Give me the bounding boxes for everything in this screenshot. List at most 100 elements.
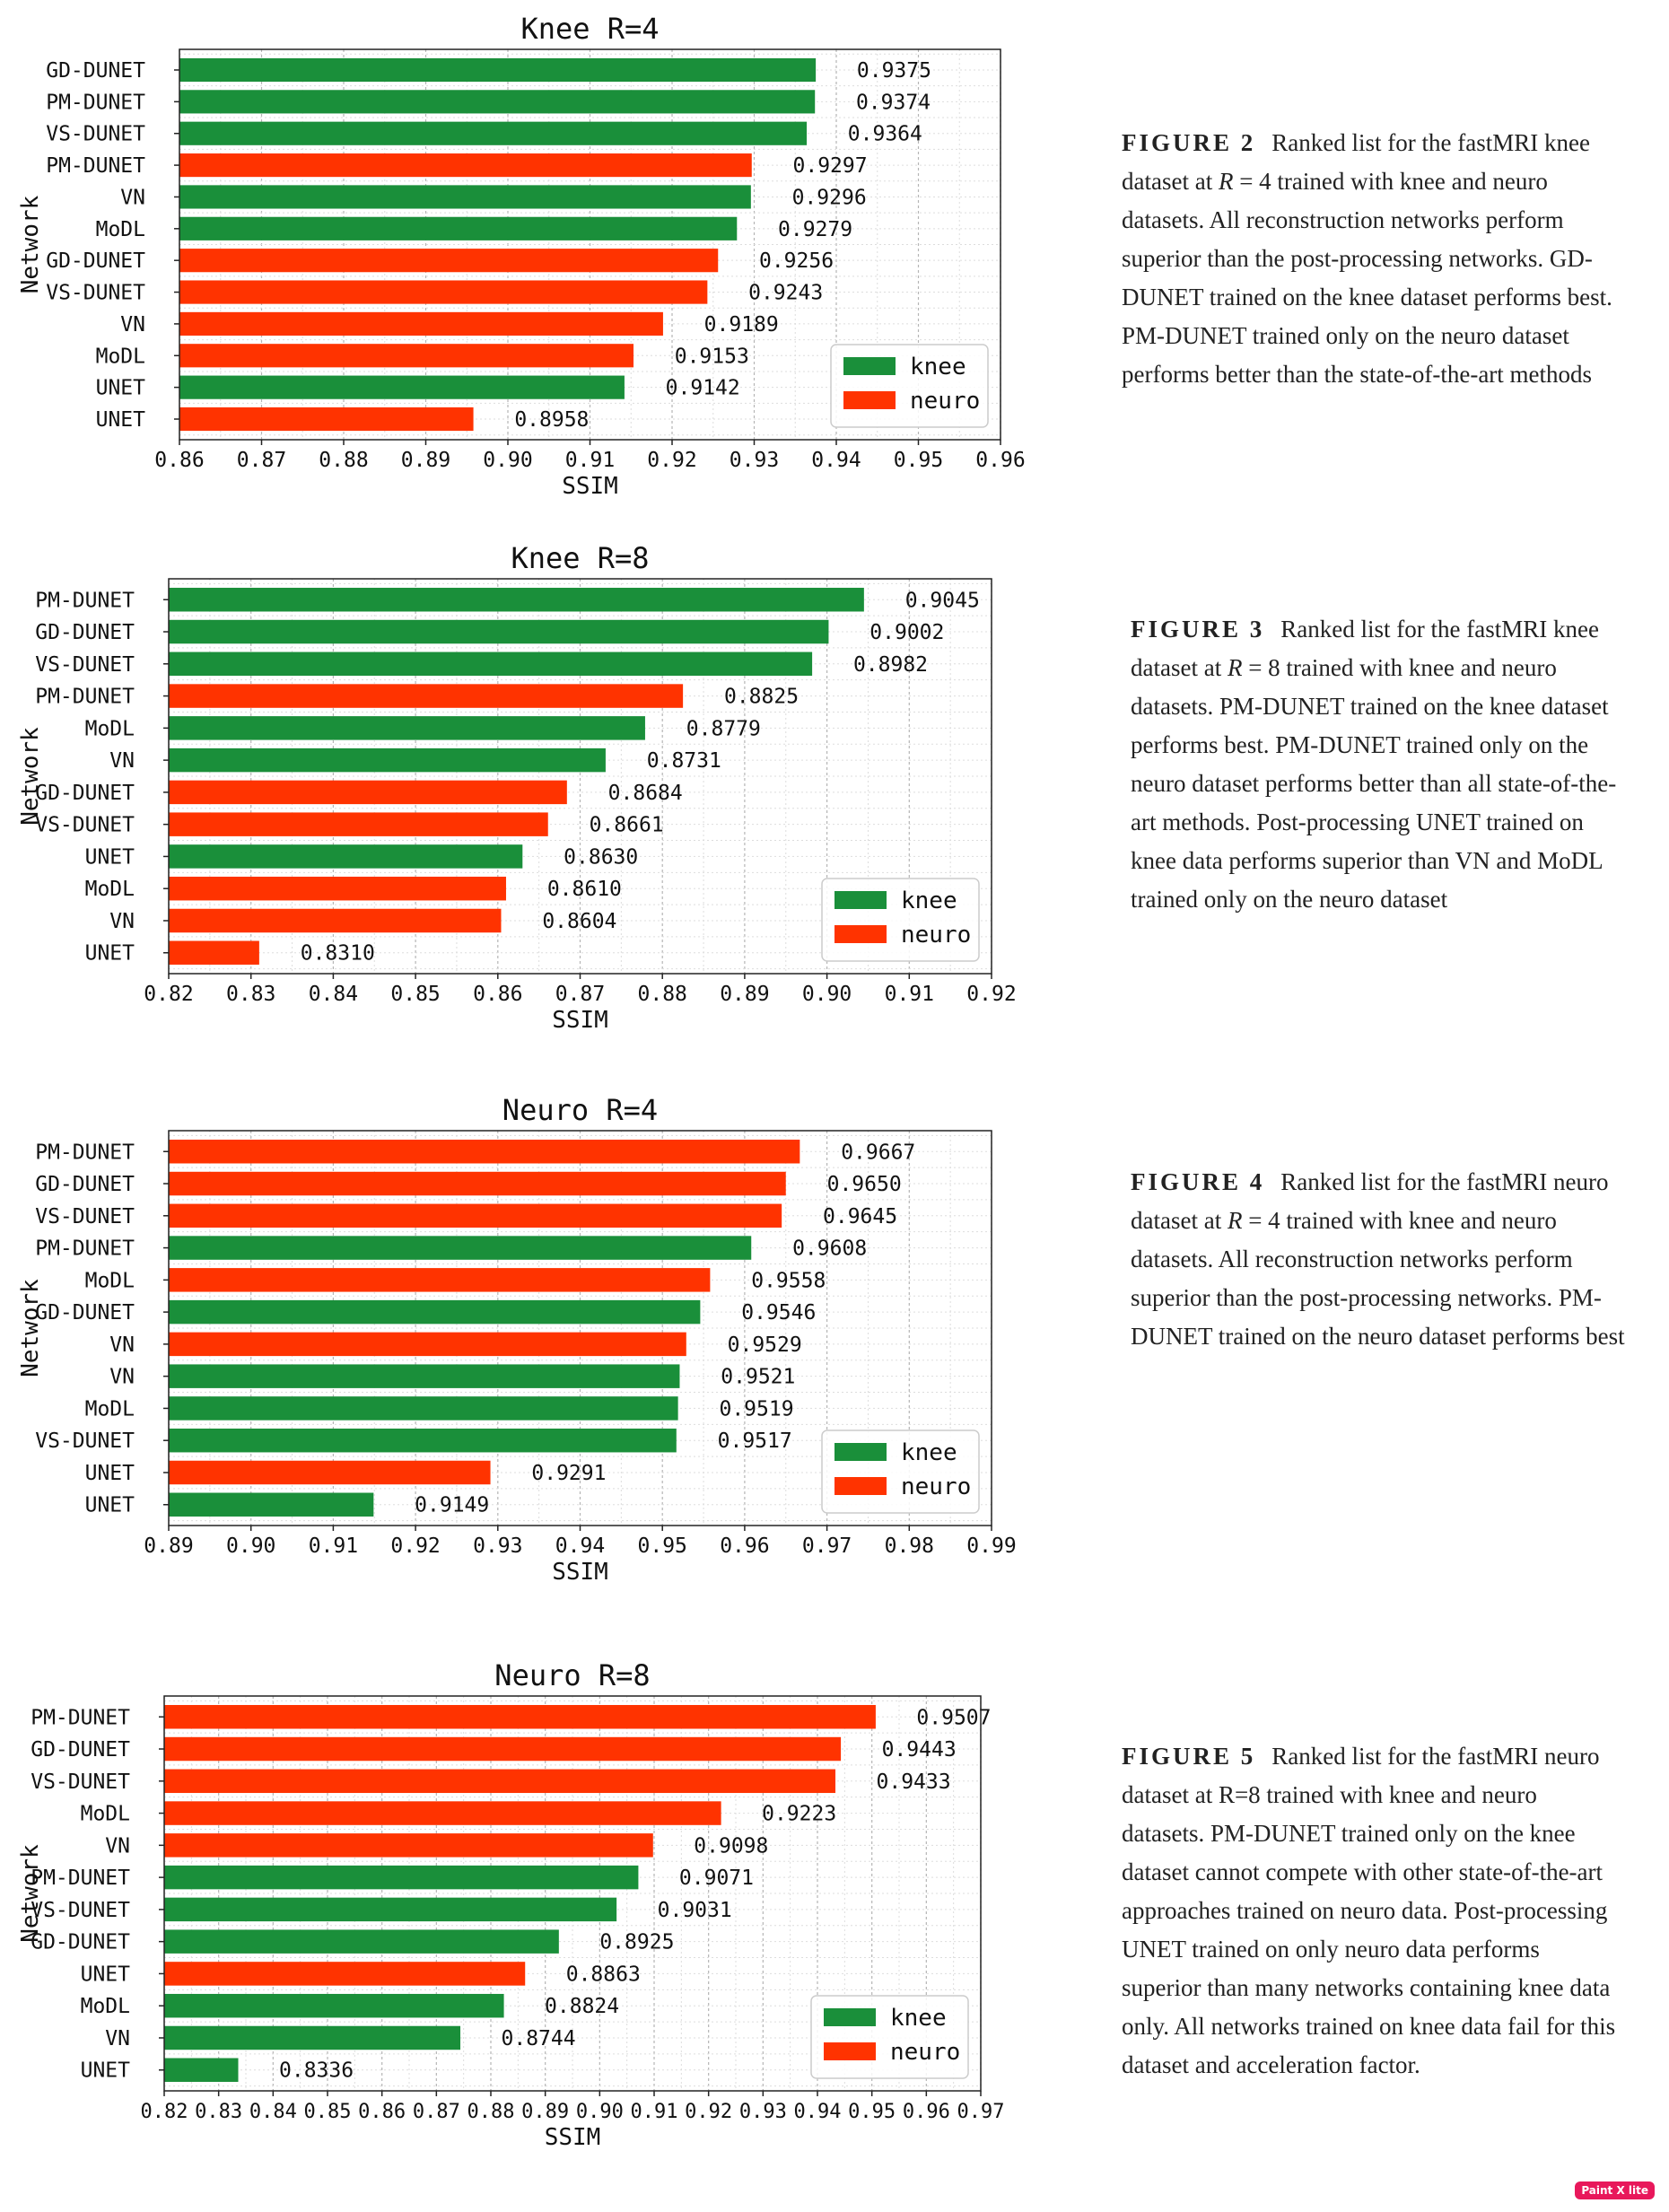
- tick-label-y: VN: [109, 1366, 135, 1389]
- legend-swatch-knee: [843, 357, 896, 375]
- y-axis-label: Network: [17, 1279, 44, 1377]
- tick-label-x: 0.95: [638, 1534, 687, 1558]
- bar-knee: [164, 1993, 504, 2018]
- tick-label-y: PM-DUNET: [35, 1141, 135, 1164]
- tick-label-x: 0.84: [249, 2101, 297, 2123]
- bar-knee: [164, 1865, 639, 1890]
- bar-neuro: [179, 249, 719, 273]
- data-label: 0.9443: [882, 1738, 957, 1762]
- tick-label-x: 0.83: [226, 983, 275, 1006]
- tick-label-x: 0.86: [154, 449, 204, 472]
- tick-label-y: PM-DUNET: [46, 154, 145, 178]
- tick-label-y: GD-DUNET: [31, 1931, 130, 1954]
- caption-label: FIGURE 2: [1122, 129, 1256, 156]
- tick-label-y: UNET: [85, 1462, 135, 1485]
- data-label: 0.8604: [542, 910, 616, 933]
- bar-neuro: [179, 344, 634, 368]
- tick-label-x: 0.88: [319, 449, 368, 472]
- plot-frame: [163, 1695, 982, 2092]
- chart-title: Knee R=8: [511, 541, 649, 575]
- tick-label-x: 0.94: [555, 1534, 605, 1558]
- tick-label-x: 0.93: [739, 2101, 787, 2123]
- data-label: 0.8336: [279, 2059, 354, 2083]
- tick-label-x: 0.92: [390, 1534, 440, 1558]
- data-label: 0.9650: [827, 1173, 902, 1196]
- tick-label-x: 0.82: [141, 2101, 188, 2123]
- bar-neuro: [164, 1962, 526, 1986]
- data-label: 0.9189: [704, 313, 779, 337]
- tick-label-x: 0.87: [555, 983, 605, 1006]
- bar-knee: [179, 90, 816, 114]
- data-label: 0.9243: [748, 282, 823, 305]
- bar-neuro: [169, 1203, 782, 1228]
- data-label: 0.9608: [792, 1237, 867, 1261]
- tick-label-y: MoDL: [81, 1995, 130, 2018]
- caption-var: R: [1227, 1207, 1243, 1234]
- legend-swatch-knee: [834, 1443, 887, 1461]
- tick-label-x: 0.82: [144, 983, 193, 1006]
- tick-label-x: 0.96: [903, 2101, 950, 2123]
- tick-label-x: 0.98: [885, 1534, 934, 1558]
- tick-label-y: VN: [105, 1834, 130, 1858]
- legend-swatch-knee: [824, 2008, 876, 2026]
- bar-neuro: [169, 684, 684, 708]
- caption-var: R: [1218, 168, 1234, 195]
- bar-knee: [169, 1236, 752, 1260]
- tick-label-x: 0.87: [413, 2101, 460, 2123]
- data-label: 0.9153: [675, 345, 749, 368]
- bar-knee: [169, 1428, 677, 1453]
- tick-label-x: 0.89: [401, 449, 450, 472]
- x-axis-label: SSIM: [552, 1559, 608, 1586]
- tick-label-y: PM-DUNET: [35, 686, 135, 709]
- tick-label-x: 0.88: [638, 983, 687, 1006]
- data-label: 0.8925: [599, 1931, 674, 1954]
- data-label: 0.9374: [856, 91, 931, 114]
- tick-label-x: 0.91: [565, 449, 615, 472]
- data-label: 0.8310: [301, 942, 375, 966]
- tick-label-x: 0.97: [957, 2101, 1005, 2123]
- bar-neuro: [164, 1769, 836, 1794]
- legend-swatch-neuro: [834, 925, 887, 943]
- caption-text-a: Ranked list for the fastMRI neuro datase…: [1131, 1168, 1609, 1234]
- tick-label-y: VN: [109, 749, 135, 773]
- bar-knee: [169, 1396, 678, 1421]
- tick-label-x: 0.94: [794, 2101, 842, 2123]
- tick-label-y: VS-DUNET: [46, 282, 145, 305]
- bar-neuro: [169, 1268, 711, 1292]
- legend-swatch-neuro: [843, 391, 896, 409]
- data-label: 0.8610: [547, 878, 622, 901]
- y-axis-label: Network: [17, 1844, 44, 1943]
- bar-neuro: [164, 1705, 876, 1729]
- tick-label-y: MoDL: [96, 345, 145, 368]
- bar-neuro: [169, 940, 259, 965]
- tick-label-x: 0.91: [885, 983, 934, 1006]
- caption-text-a: Ranked list for the fastMRI neuro datase…: [1122, 1743, 1616, 2078]
- data-label: 0.9149: [415, 1494, 489, 1517]
- legend-label: knee: [901, 1439, 957, 1466]
- bar-knee: [169, 716, 645, 740]
- tick-label-y: MoDL: [85, 878, 135, 901]
- data-label: 0.8863: [566, 1963, 641, 1986]
- data-label: 0.9296: [792, 186, 867, 209]
- data-label: 0.9521: [721, 1366, 795, 1389]
- tick-label-y: VN: [120, 186, 145, 209]
- tick-label-x: 0.96: [720, 1534, 769, 1558]
- bar-neuro: [164, 1736, 842, 1762]
- x-axis-label: SSIM: [562, 473, 618, 500]
- legend-label: neuro: [901, 1473, 971, 1500]
- caption-text-b: = 4 trained with knee and neuro datasets…: [1131, 1207, 1625, 1350]
- tick-label-y: GD-DUNET: [35, 782, 135, 805]
- tick-label-y: VS-DUNET: [35, 1429, 135, 1453]
- tick-label-y: GD-DUNET: [46, 59, 145, 83]
- tick-label-y: MoDL: [85, 1397, 135, 1421]
- tick-label-y: UNET: [96, 377, 146, 400]
- bar-knee: [169, 844, 523, 869]
- tick-label-x: 0.92: [685, 2101, 732, 2123]
- bar-neuro: [179, 280, 708, 304]
- bar-neuro: [179, 153, 752, 178]
- data-label: 0.9031: [658, 1899, 732, 1922]
- legend-label: knee: [890, 2005, 947, 2032]
- tick-label-x: 0.92: [647, 449, 696, 472]
- tick-label-x: 0.95: [848, 2101, 896, 2123]
- tick-label-y: GD-DUNET: [46, 249, 145, 273]
